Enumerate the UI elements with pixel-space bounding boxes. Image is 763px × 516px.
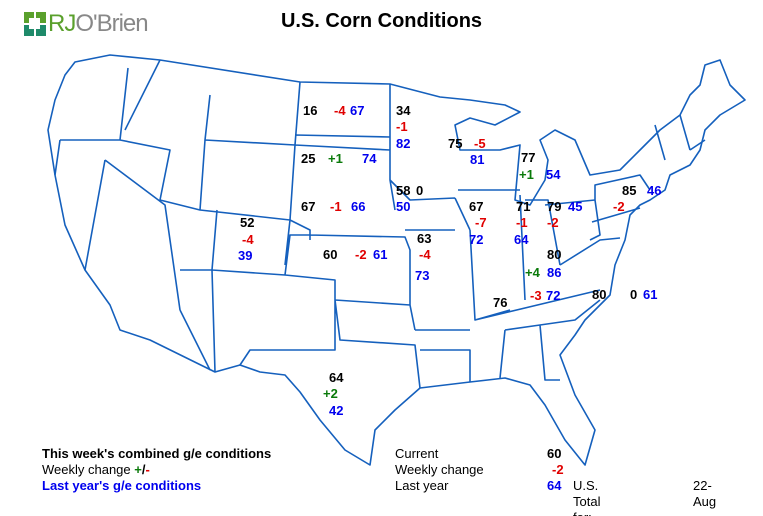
current-value: 75 (448, 136, 463, 151)
last-year-value: 54 (546, 167, 561, 182)
current-value: 80 (592, 287, 607, 302)
change-value: -3 (530, 288, 542, 303)
change-value: -1 (516, 215, 528, 230)
change-label: Weekly change (395, 462, 484, 477)
current-value: 63 (417, 231, 432, 246)
last-year-value: 66 (351, 199, 366, 214)
legend: This week's combined g/e conditions Week… (42, 446, 271, 494)
change-value: -2 (613, 199, 625, 214)
logo: RJO'Brien (24, 10, 149, 38)
current-value: 34 (396, 103, 411, 118)
last-year-value: 72 (546, 288, 561, 303)
last-year-value: 86 (547, 265, 562, 280)
current-value: 71 (516, 199, 531, 214)
current-value: 77 (521, 150, 536, 165)
last-year-value: 42 (329, 403, 344, 418)
change-value: -5 (474, 136, 486, 151)
legend-change: Weekly change +/- (42, 462, 150, 477)
last-year-value: 81 (470, 152, 485, 167)
logo-text: RJO'Brien (48, 10, 149, 37)
current-value: 67 (469, 199, 484, 214)
current-value: 80 (547, 247, 562, 262)
page-title: U.S. Corn Conditions (280, 10, 483, 32)
us-totals: Current 60 Weekly change -2 Last year 64 U.S… (395, 446, 716, 516)
last-year-value: 67 (350, 103, 365, 118)
last-year-label: Last year (395, 478, 449, 493)
change-value: -1 (396, 119, 408, 134)
last-year-value: 72 (469, 232, 484, 247)
total-label: U.S. Total for: (573, 478, 601, 516)
change-value: +2 (323, 386, 338, 401)
current-value: 58 (396, 183, 411, 198)
change-value: +4 (525, 265, 540, 280)
change-value: -2 (547, 215, 559, 230)
current-label: Current (395, 446, 439, 461)
change-value: 0 (416, 183, 424, 198)
change-value: -4 (419, 247, 431, 262)
logo-mark-icon (24, 12, 46, 36)
current-value: 79 (547, 199, 562, 214)
current-value: 60 (547, 446, 562, 461)
last-year-value: 74 (362, 151, 377, 166)
change-value: 0 (630, 287, 638, 302)
last-year-value: 39 (238, 248, 253, 263)
current-value: 64 (329, 370, 344, 385)
last-year-value: 82 (396, 136, 411, 151)
change-value: -4 (334, 103, 346, 118)
current-value: 85 (622, 183, 637, 198)
state-lines (54, 59, 706, 389)
legend-last-year: Last year's g/e conditions (42, 478, 202, 493)
change-value: +1 (328, 151, 343, 166)
current-value: 25 (301, 151, 316, 166)
last-year-value: 73 (415, 268, 430, 283)
change-value: -7 (475, 215, 487, 230)
current-value: 52 (240, 215, 255, 230)
change-value: -1 (330, 199, 342, 214)
legend-current: This week's combined g/e conditions (42, 446, 272, 461)
last-year-value: 50 (396, 199, 411, 214)
change-value: +1 (519, 167, 534, 182)
current-value: 16 (303, 103, 318, 118)
us-outline (47, 54, 746, 466)
last-year-value: 64 (514, 232, 529, 247)
current-value: 60 (323, 247, 338, 262)
last-year-value: 61 (643, 287, 658, 302)
current-value: 67 (301, 199, 316, 214)
date: 22-Aug (693, 478, 717, 509)
change-value: -2 (552, 462, 564, 477)
change-value: -4 (242, 232, 254, 247)
current-value: 76 (493, 295, 508, 310)
last-year-value: 45 (568, 199, 583, 214)
last-year-value: 64 (547, 478, 562, 493)
last-year-value: 46 (647, 183, 662, 198)
change-value: -2 (355, 247, 367, 262)
last-year-value: 61 (373, 247, 388, 262)
